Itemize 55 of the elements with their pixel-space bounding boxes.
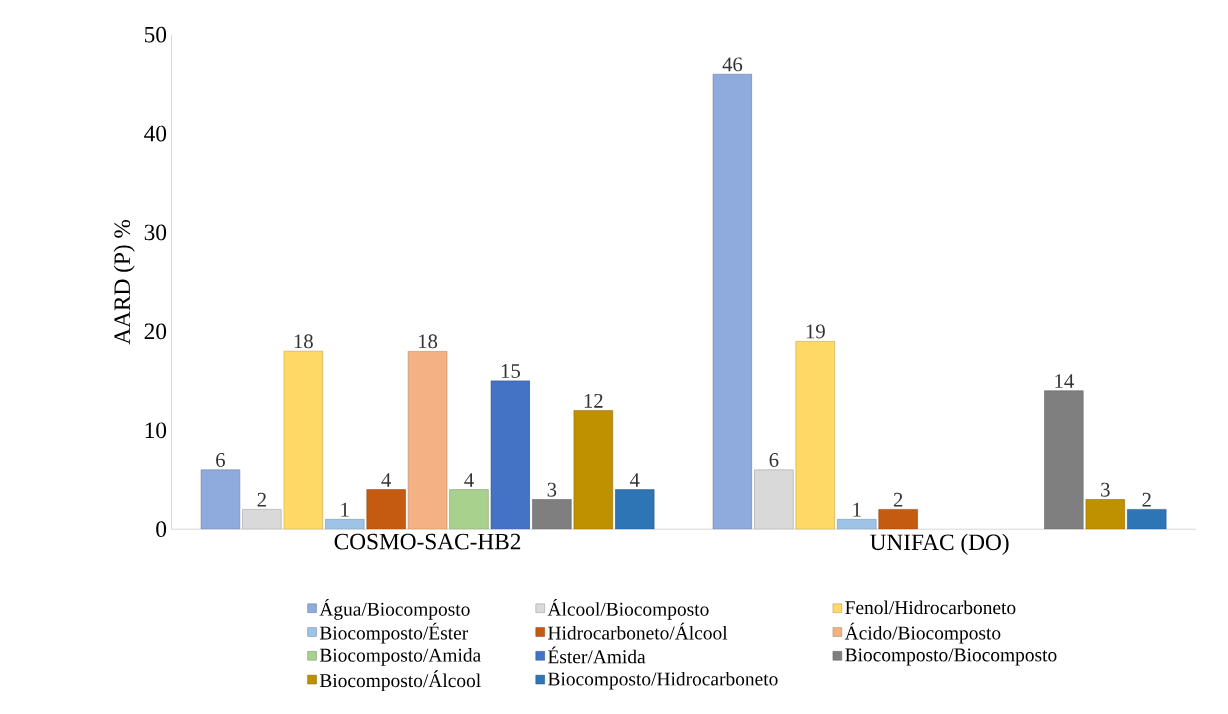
data-label: 19 bbox=[806, 324, 825, 339]
legend-label: Biocomposto/Amida bbox=[319, 648, 481, 666]
legend-label: Álcool/Biocomposto bbox=[547, 599, 709, 620]
y-axis-title: AARD (P) % bbox=[113, 220, 135, 345]
legend-label: Éster/Amida bbox=[548, 646, 646, 664]
data-label: 15 bbox=[501, 364, 520, 379]
bar bbox=[1085, 499, 1125, 530]
data-label: 2 bbox=[893, 493, 903, 507]
data-label: 4 bbox=[464, 473, 474, 487]
data-label: 1 bbox=[853, 502, 861, 517]
data-label: 3 bbox=[1101, 482, 1110, 497]
x-tick-label: UNIFAC (DO) bbox=[870, 533, 1009, 556]
data-label: 18 bbox=[294, 334, 313, 349]
legend-label: Biocomposto/Hidrocarboneto bbox=[548, 672, 778, 690]
y-tick-label: 30 bbox=[144, 224, 167, 241]
legend-label: Biocomposto/Biocomposto bbox=[845, 648, 1057, 666]
bar bbox=[573, 410, 613, 530]
data-label: 12 bbox=[584, 394, 603, 408]
bar bbox=[1044, 390, 1084, 530]
data-label: 14 bbox=[1055, 374, 1074, 389]
legend-label: Biocomposto/Éster bbox=[319, 622, 469, 644]
bar bbox=[878, 509, 918, 530]
bar bbox=[325, 519, 365, 530]
legend-label: Ácido/Biocomposto bbox=[844, 622, 1001, 644]
data-label: 2 bbox=[257, 493, 266, 507]
bar bbox=[200, 469, 241, 530]
y-tick-label: 0 bbox=[156, 521, 167, 538]
bar bbox=[532, 499, 572, 530]
bar bbox=[754, 469, 794, 530]
bar bbox=[283, 351, 323, 530]
data-label: 6 bbox=[769, 453, 779, 468]
data-label: 4 bbox=[629, 473, 640, 487]
bar bbox=[837, 519, 877, 530]
y-tick-label: 40 bbox=[144, 125, 167, 142]
data-label: 4 bbox=[381, 473, 391, 487]
legend-label: Biocomposto/Álcool bbox=[319, 670, 481, 692]
data-label: 18 bbox=[419, 334, 438, 349]
legend-label: Água/Biocomposto bbox=[319, 599, 470, 620]
legend-label: Hidrocarboneto/Álcool bbox=[548, 622, 728, 640]
data-label: 6 bbox=[216, 453, 225, 468]
bar bbox=[1127, 509, 1167, 530]
bar bbox=[366, 489, 406, 530]
data-label: 2 bbox=[1142, 493, 1151, 507]
y-tick-label: 10 bbox=[145, 422, 167, 439]
bar bbox=[795, 341, 835, 530]
data-label: 46 bbox=[722, 57, 743, 72]
x-tick-label: COSMO-SAC-HB2 bbox=[334, 533, 521, 550]
data-label: 1 bbox=[341, 502, 349, 517]
y-tick-label: 20 bbox=[144, 323, 167, 340]
y-tick-label: 50 bbox=[145, 26, 167, 43]
bar bbox=[615, 489, 655, 530]
bar bbox=[712, 74, 753, 530]
data-label: 3 bbox=[547, 482, 557, 497]
legend-label: Fenol/Hidrocarboneto bbox=[845, 600, 1016, 615]
bar bbox=[242, 509, 282, 530]
